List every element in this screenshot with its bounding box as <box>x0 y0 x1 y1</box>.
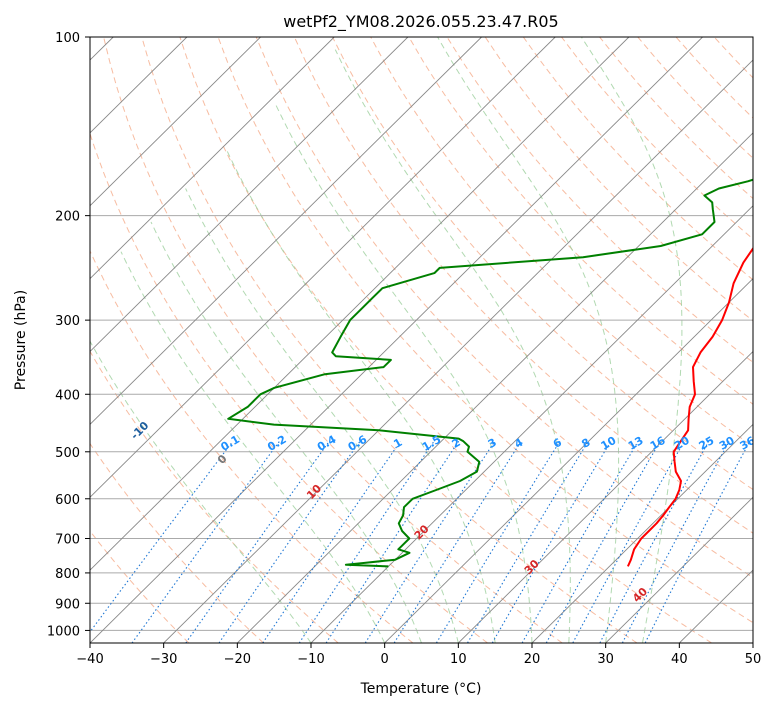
mixing-ratio-line <box>435 441 561 643</box>
moist-adiabat-line <box>334 49 571 643</box>
isotherm-line <box>90 37 556 498</box>
mixing-ratio-line <box>491 441 612 643</box>
mixing-ratio-line <box>393 441 522 643</box>
y-tick-label: 500 <box>55 446 80 461</box>
moist-adiabat-line <box>437 37 620 643</box>
isotherm-line <box>90 37 335 280</box>
moist-adiabat-line <box>90 340 312 643</box>
moist-adiabat-line <box>185 188 459 643</box>
x-tick-label: 10 <box>450 652 467 667</box>
y-tick-label: 100 <box>55 31 80 46</box>
y-tick-label: 1000 <box>47 624 80 639</box>
y-tick-label: 700 <box>55 533 80 548</box>
y-axis-label: Pressure (hPa) <box>13 290 29 390</box>
dry-adiabat-line <box>370 37 753 448</box>
dry-adiabat-line <box>141 37 638 643</box>
y-tick-label: 600 <box>55 493 80 508</box>
isotherm-line <box>531 423 753 643</box>
isotherm-line <box>163 59 753 643</box>
dewpoint-profile-line <box>227 178 753 568</box>
x-tick-label: 30 <box>597 652 614 667</box>
mixing-ratio-line <box>298 440 435 643</box>
dry-adiabat-line <box>90 132 488 643</box>
x-tick-label: 50 <box>745 652 762 667</box>
y-tick-label: 800 <box>55 567 80 582</box>
isotherm-line <box>90 37 261 207</box>
dry-adiabat-line <box>103 37 563 643</box>
isotherm-line <box>458 350 753 643</box>
mixing-ratio-line <box>467 441 589 643</box>
mixing-ratio-line <box>262 440 401 643</box>
mixing-ratio-line <box>572 441 685 643</box>
y-axis-ticks: 100 200 300 400 500 600 700 800 900 1000 <box>47 31 90 639</box>
moist-adiabat-line <box>275 104 533 643</box>
mixing-ratio-line <box>521 441 639 643</box>
mixing-ratio-label: 36 <box>738 434 758 453</box>
mixing-ratio-line <box>599 441 710 643</box>
moist-adiabat-line <box>120 251 386 643</box>
dry-adiabat-line <box>751 37 753 39</box>
dry-adiabat-line <box>90 350 339 643</box>
isotherm-line <box>384 277 753 643</box>
x-axis-label: Temperature (°C) <box>360 681 482 697</box>
x-tick-label: −40 <box>76 652 103 667</box>
moist-adiabats <box>90 37 683 643</box>
x-axis-ticks: −40 −30 −20 −10 0 10 20 30 40 50 <box>76 643 761 667</box>
isotherm-line <box>90 37 630 571</box>
profile-series <box>227 178 753 568</box>
dry-adiabat-line <box>90 442 264 643</box>
line-labels: -100-90-80-70-60-50-40-30-20-10010203040… <box>128 419 758 605</box>
y-tick-label: 900 <box>55 597 80 612</box>
isotherm-line <box>90 37 409 353</box>
chart-title: wetPf2_YM08.2026.055.23.47.R05 <box>283 12 558 32</box>
mixing-ratio-lines <box>90 440 751 643</box>
dry-adiabat-line <box>217 37 753 624</box>
x-tick-label: −30 <box>150 652 177 667</box>
isotherm-line <box>237 132 753 643</box>
x-tick-label: −10 <box>297 652 324 667</box>
plot-background <box>90 37 753 643</box>
x-tick-label: −20 <box>224 652 251 667</box>
y-tick-label: 300 <box>55 314 80 329</box>
plot-frame <box>89 36 754 644</box>
x-tick-label: 0 <box>381 652 389 667</box>
x-tick-label: 20 <box>524 652 541 667</box>
isotherm-line <box>90 37 703 643</box>
dry-adiabat-line <box>90 249 414 643</box>
mixing-ratio-line <box>364 440 496 643</box>
dry-adiabat-line <box>332 37 753 491</box>
y-tick-label: 200 <box>55 210 80 225</box>
dry-adiabat-line <box>179 37 712 643</box>
dry-adiabat-line <box>446 37 753 363</box>
isotherms <box>90 37 753 643</box>
x-tick-label: 40 <box>671 652 688 667</box>
isotherm-line <box>605 496 753 643</box>
temperature-profile-line <box>626 246 753 567</box>
isotherm-line <box>752 642 753 643</box>
y-tick-label: 400 <box>55 388 80 403</box>
moist-adiabat-line <box>580 37 683 643</box>
moist-adiabat-line <box>150 221 422 643</box>
mixing-ratio-line <box>218 440 361 643</box>
isotherm-line <box>310 205 753 643</box>
mixing-ratio-line <box>545 441 661 643</box>
isotherm-line <box>90 37 482 426</box>
mixing-ratio-line <box>131 440 280 643</box>
dry-adiabat-line <box>408 37 753 405</box>
